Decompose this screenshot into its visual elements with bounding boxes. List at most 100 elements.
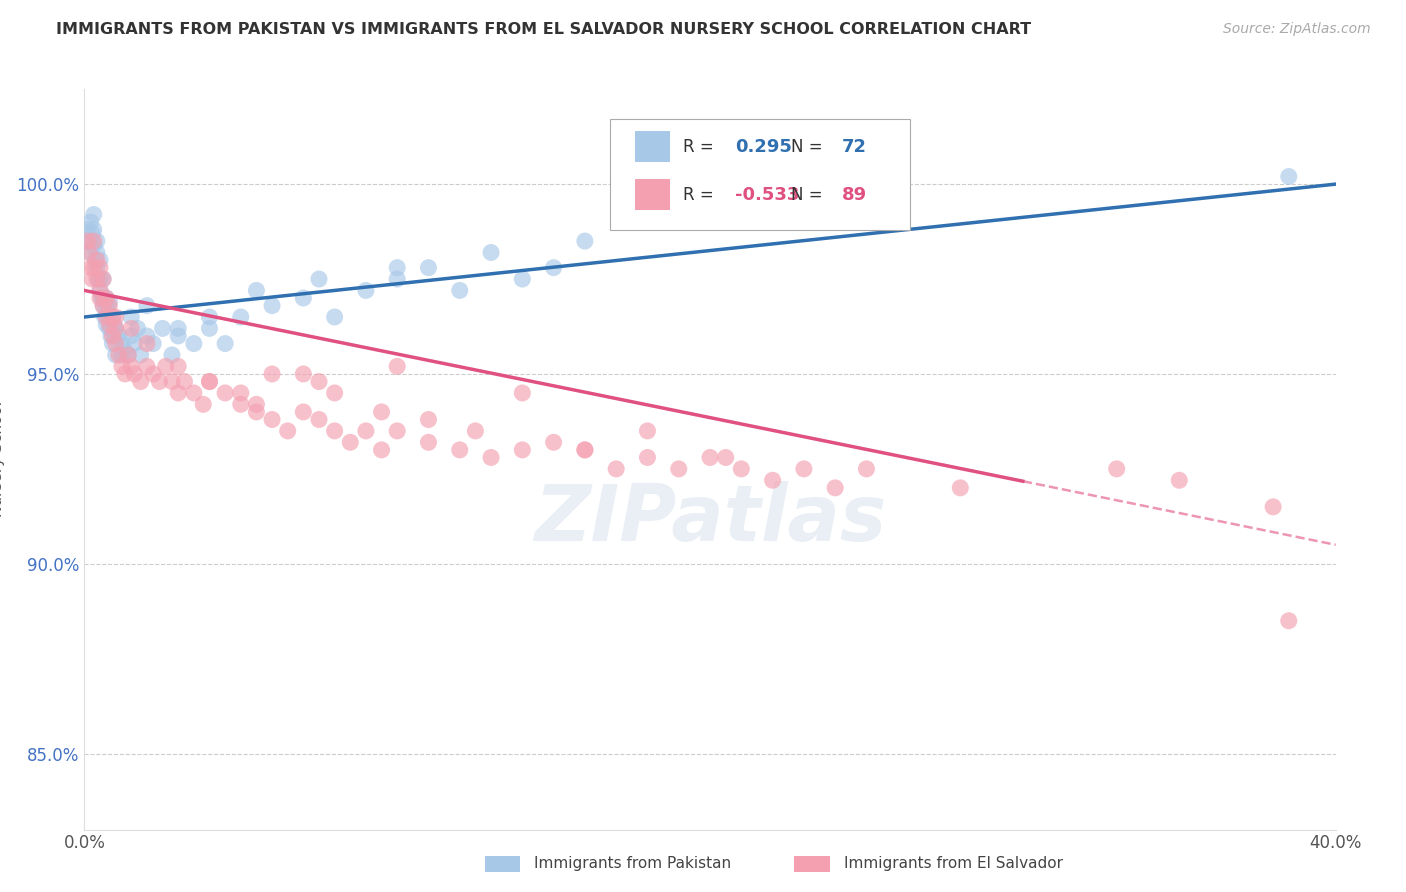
Point: [385, 359, 409, 374]
Point: [574, 442, 596, 457]
Point: [167, 386, 190, 401]
Point: [114, 344, 136, 359]
Point: [101, 336, 124, 351]
Point: [100, 329, 122, 343]
Point: [449, 284, 471, 298]
Point: [120, 321, 142, 335]
Point: [418, 435, 440, 450]
Point: [183, 336, 205, 351]
Text: Source: ZipAtlas.com: Source: ZipAtlas.com: [1223, 22, 1371, 37]
Point: [730, 462, 752, 476]
Point: [1278, 614, 1301, 628]
Point: [79, 215, 101, 229]
FancyBboxPatch shape: [610, 119, 910, 230]
Point: [93, 310, 115, 324]
Point: [479, 245, 502, 260]
Bar: [636, 179, 671, 211]
Point: [104, 348, 127, 362]
Point: [86, 253, 108, 268]
Point: [91, 272, 114, 286]
Point: [83, 222, 105, 236]
Point: [83, 238, 105, 252]
Point: [762, 473, 785, 487]
Point: [89, 253, 111, 268]
Point: [262, 367, 284, 381]
Point: [354, 424, 377, 438]
Point: [129, 375, 152, 389]
Point: [464, 424, 486, 438]
Point: [79, 260, 101, 275]
Point: [339, 435, 361, 450]
Point: [824, 481, 846, 495]
Point: [142, 367, 165, 381]
Point: [136, 329, 159, 343]
Text: 72: 72: [841, 138, 866, 156]
Point: [91, 291, 114, 305]
Point: [1105, 462, 1128, 476]
Point: [101, 310, 124, 324]
Point: [124, 336, 146, 351]
Point: [98, 294, 121, 309]
Point: [90, 291, 112, 305]
Point: [82, 272, 104, 286]
Y-axis label: Nursery School: Nursery School: [0, 401, 6, 517]
Point: [262, 299, 284, 313]
Point: [512, 442, 534, 457]
Point: [855, 462, 877, 476]
Point: [127, 321, 149, 335]
Point: [104, 329, 127, 343]
Point: [89, 291, 111, 305]
Point: [76, 222, 98, 236]
Point: [385, 424, 409, 438]
Point: [198, 321, 221, 335]
Point: [87, 272, 110, 286]
Point: [111, 348, 134, 362]
Point: [214, 386, 236, 401]
Point: [104, 310, 127, 324]
Point: [96, 310, 118, 324]
Point: [83, 234, 105, 248]
Point: [574, 234, 596, 248]
Point: [668, 462, 690, 476]
Text: N =: N =: [792, 186, 828, 204]
Point: [152, 321, 174, 335]
Point: [120, 329, 142, 343]
Point: [418, 260, 440, 275]
Point: [308, 375, 330, 389]
Point: [323, 424, 346, 438]
Point: [385, 272, 409, 286]
Point: [136, 299, 159, 313]
Text: -0.533: -0.533: [735, 186, 800, 204]
Point: [198, 310, 221, 324]
Point: [77, 245, 100, 260]
Point: [198, 375, 221, 389]
Text: R =: R =: [682, 186, 718, 204]
Point: [308, 412, 330, 426]
Point: [98, 321, 121, 335]
Point: [292, 405, 315, 419]
Point: [89, 260, 111, 275]
Point: [637, 424, 659, 438]
Point: [418, 412, 440, 426]
Point: [370, 405, 392, 419]
Point: [160, 348, 183, 362]
Text: 0.295: 0.295: [735, 138, 792, 156]
Point: [83, 260, 105, 275]
Point: [637, 450, 659, 465]
Text: Immigrants from Pakistan: Immigrants from Pakistan: [534, 856, 731, 871]
Point: [96, 291, 118, 305]
Point: [86, 260, 108, 275]
Point: [104, 336, 127, 351]
Point: [323, 310, 346, 324]
Point: [479, 450, 502, 465]
Point: [107, 329, 129, 343]
Point: [699, 450, 721, 465]
Point: [245, 284, 267, 298]
Bar: [636, 131, 671, 162]
Point: [167, 329, 190, 343]
Point: [89, 284, 111, 298]
Point: [793, 462, 815, 476]
Point: [323, 386, 346, 401]
Point: [198, 375, 221, 389]
Point: [89, 272, 111, 286]
